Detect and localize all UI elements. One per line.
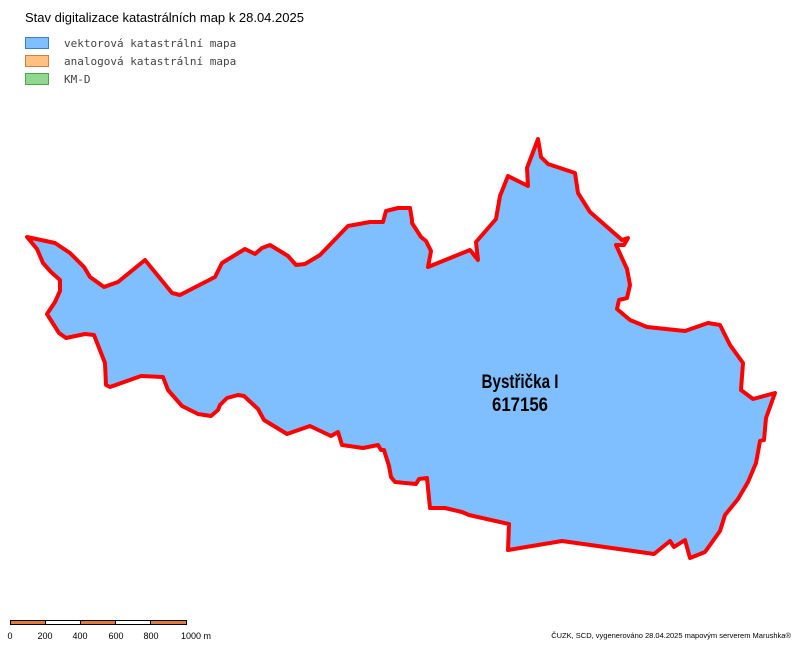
scale-segment	[80, 620, 116, 625]
scale-tick-label: 400	[72, 631, 88, 641]
scale-tick-label: 800	[143, 631, 159, 641]
map-title: Stav digitalizace katastrálních map k 28…	[25, 10, 304, 25]
legend-item-kmd: KM-D	[25, 72, 91, 86]
scale-tick-label: 200	[37, 631, 53, 641]
scale-segment	[115, 620, 151, 625]
scale-segment	[10, 620, 46, 625]
area-code-label: 617156	[492, 395, 548, 416]
scale-segment	[45, 620, 81, 625]
map-attribution: ČUZK, SCD, vygenerováno 28.04.2025 mapov…	[551, 631, 791, 640]
scale-bar: 0 200 400 600 800 1000 m	[7, 620, 211, 648]
area-name-label: Bystřička I	[482, 372, 559, 393]
scale-tick-label: 0	[7, 631, 13, 641]
legend-swatch-vector	[25, 37, 49, 49]
scale-tick-label: 600	[108, 631, 124, 641]
legend-item-analog-map: analogová katastrální mapa	[25, 54, 236, 68]
legend-label-vector: vektorová katastrální mapa	[64, 36, 237, 50]
cadastral-area-polygon[interactable]	[25, 137, 777, 560]
legend-label-kmd: KM-D	[64, 72, 91, 86]
legend-swatch-analog	[25, 55, 49, 67]
scale-tick-label: 1000 m	[180, 631, 212, 641]
legend-swatch-kmd	[25, 73, 49, 85]
legend-label-analog: analogová katastrální mapa	[64, 54, 237, 68]
scale-segment	[150, 620, 187, 625]
legend-item-vector-map: vektorová katastrální mapa	[25, 36, 236, 50]
